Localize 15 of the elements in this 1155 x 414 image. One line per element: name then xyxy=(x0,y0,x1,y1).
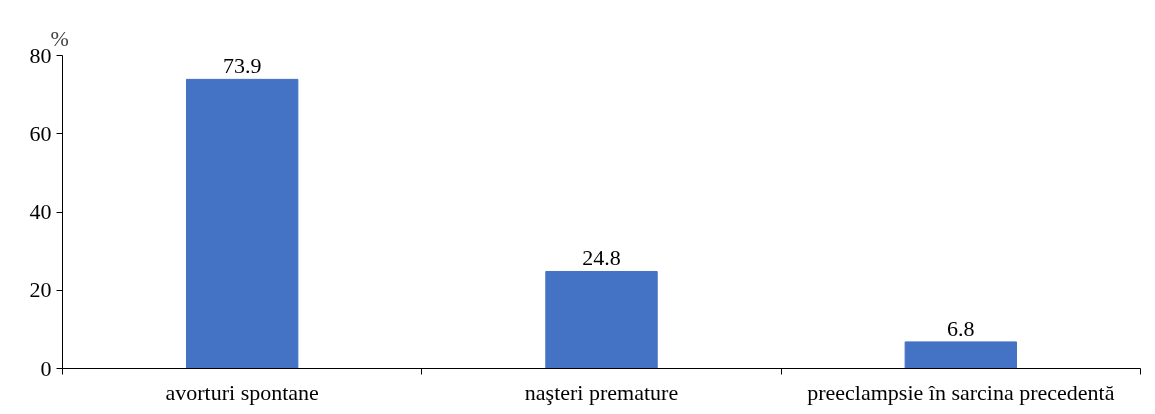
x-tick-label: avorturi spontane xyxy=(165,379,319,405)
data-label: 24.8 xyxy=(582,245,621,271)
bar xyxy=(545,270,658,369)
y-tick-label: 60 xyxy=(29,120,52,146)
x-tick-label: preeclampsie în sarcina precedentă xyxy=(807,379,1115,405)
data-label: 73.9 xyxy=(222,53,262,79)
bar xyxy=(185,78,299,369)
y-tick-label: 20 xyxy=(29,277,52,303)
x-tick-label: naşteri premature xyxy=(524,379,679,405)
y-tick-label: 40 xyxy=(29,199,52,224)
bar xyxy=(904,341,1018,369)
y-tick-label: 80 xyxy=(29,42,52,68)
y-tick-label: 0 xyxy=(40,355,52,381)
data-label: 6.8 xyxy=(947,315,975,341)
y-axis-title: % xyxy=(50,25,69,51)
